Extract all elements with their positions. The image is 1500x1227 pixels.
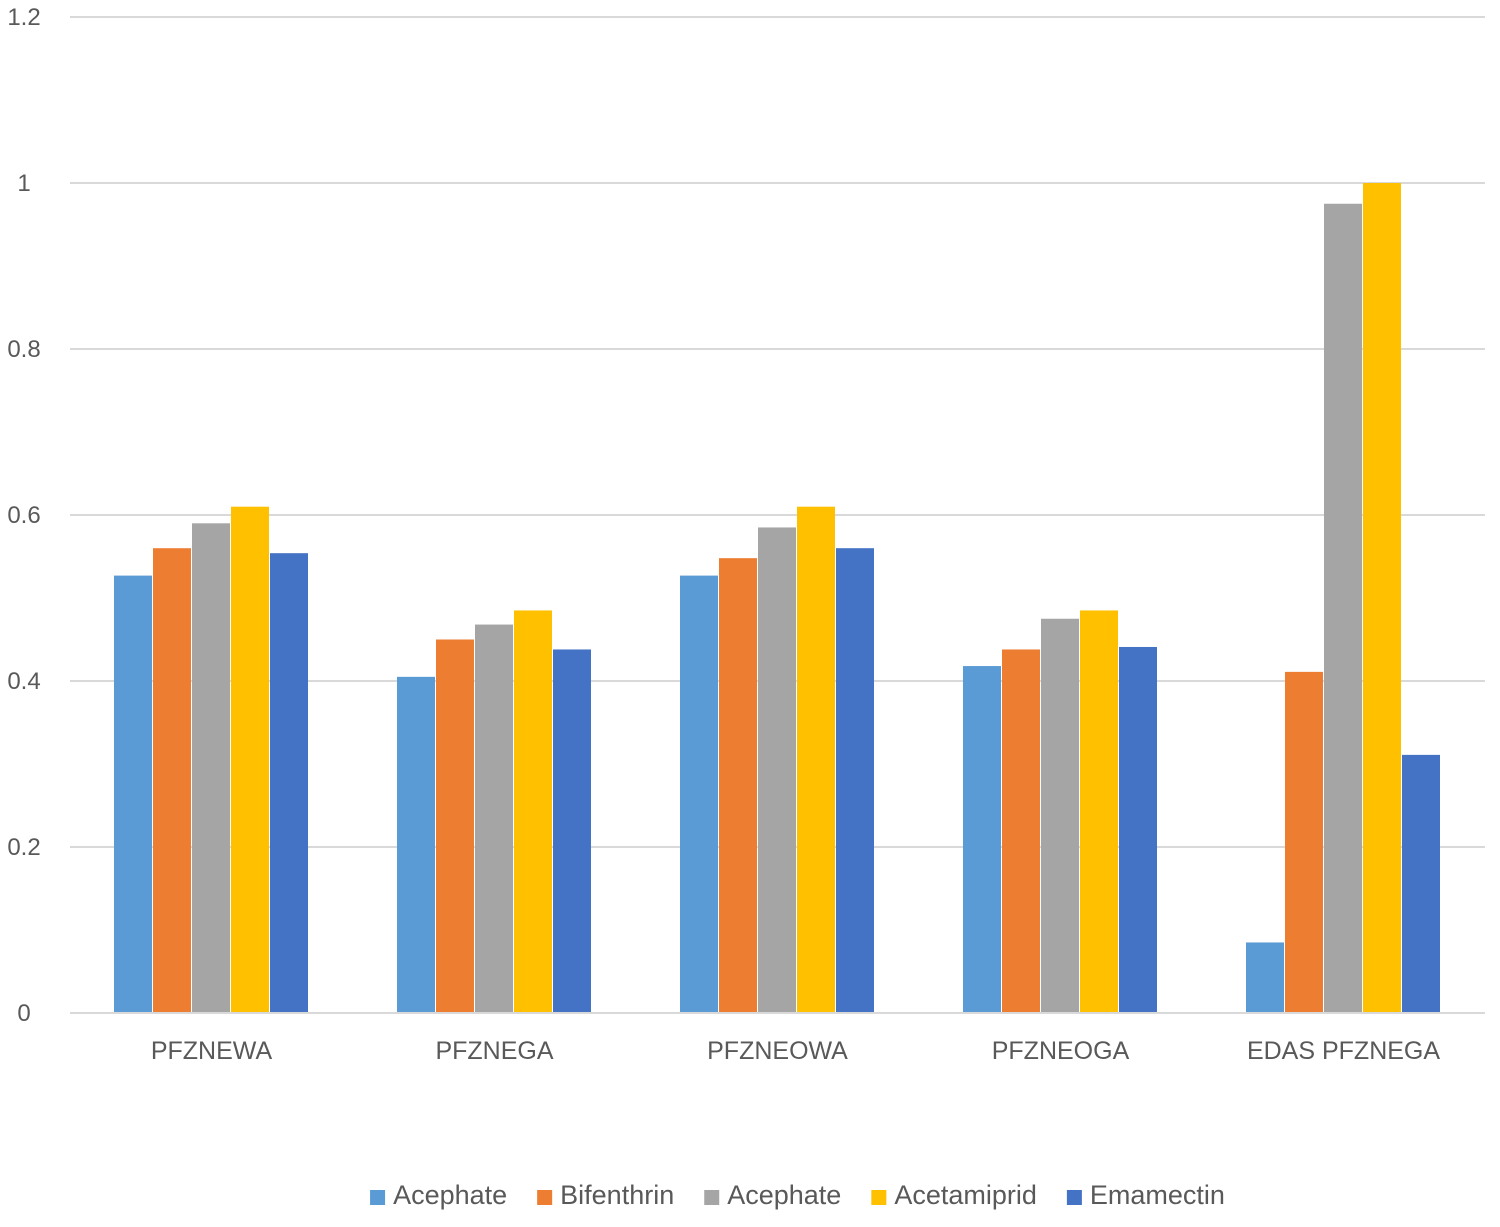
legend-item: Acephate [370, 1180, 507, 1210]
bar-pfznewa-acephate-0 [114, 575, 152, 1013]
bar-pfznewa-acephate-2 [192, 523, 230, 1013]
legend-swatch [1066, 1190, 1082, 1205]
legend-swatch [704, 1190, 720, 1205]
y-tick-label: 1.2 [7, 4, 40, 31]
bar-pfzneowa-acephate-0 [680, 575, 718, 1013]
bar-pfzneoga-emamectin-4 [1119, 646, 1157, 1013]
x-tick-label: PFZNEGA [435, 1037, 553, 1065]
legend-swatch [370, 1190, 386, 1205]
bar-pfzneowa-emamectin-4 [836, 548, 874, 1013]
x-axis-ticks: PFZNEWA PFZNEGA PFZNEOWA PFZNEOGA EDAS PFZNE… [151, 1037, 1441, 1065]
x-tick-label: PFZNEOWA [707, 1037, 848, 1065]
y-tick-label: 0.8 [7, 336, 40, 363]
bar-edas-pfznega-acephate-0 [1246, 942, 1284, 1013]
bars [114, 183, 1440, 1013]
bar-pfzneowa-acetamiprid-3 [797, 506, 835, 1013]
legend-label: Emamectin [1090, 1180, 1225, 1210]
bar-pfznega-acephate-2 [475, 624, 513, 1013]
legend-label: Acetamiprid [894, 1180, 1037, 1210]
legend-swatch [871, 1190, 887, 1205]
bar-pfznewa-bifenthrin-1 [153, 548, 191, 1013]
x-tick-label: PFZNEWA [151, 1037, 273, 1065]
y-tick-label: 0.4 [7, 668, 40, 695]
legend-label: Acephate [393, 1180, 507, 1210]
bar-edas-pfznega-acetamiprid-3 [1363, 183, 1401, 1013]
bar-edas-pfznega-emamectin-4 [1402, 754, 1440, 1013]
legend: Acephate Bifenthrin Acephate Acetamiprid Ema… [370, 1180, 1225, 1210]
bar-pfznega-acetamiprid-3 [514, 610, 552, 1013]
legend-label: Bifenthrin [560, 1180, 674, 1210]
bar-pfzneowa-acephate-2 [758, 527, 796, 1013]
legend-item: Acephate [704, 1180, 841, 1210]
bar-pfznega-emamectin-4 [553, 649, 591, 1013]
bar-pfznega-bifenthrin-1 [436, 639, 474, 1013]
bar-edas-pfznega-acephate-2 [1324, 203, 1362, 1013]
bar-pfznewa-emamectin-4 [270, 553, 308, 1013]
legend-item: Bifenthrin [537, 1180, 674, 1210]
x-tick-label: EDAS PFZNEGA [1247, 1037, 1440, 1065]
y-axis-ticks: 0 0.2 0.4 0.6 0.8 1 1.2 [7, 4, 40, 1027]
bar-pfzneoga-acephate-2 [1041, 618, 1079, 1013]
bar-pfznewa-acetamiprid-3 [231, 506, 269, 1013]
y-tick-label: 0 [17, 1000, 30, 1027]
x-tick-label: PFZNEOGA [992, 1037, 1130, 1065]
legend-swatch [537, 1190, 553, 1205]
y-tick-label: 1 [17, 170, 30, 197]
y-tick-label: 0.6 [7, 502, 40, 529]
bar-pfzneoga-bifenthrin-1 [1002, 649, 1040, 1013]
legend-item: Acetamiprid [871, 1180, 1037, 1210]
bar-pfzneoga-acephate-0 [963, 666, 1001, 1013]
legend-label: Acephate [727, 1180, 841, 1210]
bar-pfzneowa-bifenthrin-1 [719, 558, 757, 1013]
y-tick-label: 0.2 [7, 834, 40, 861]
legend-item: Emamectin [1066, 1180, 1225, 1210]
bar-pfznega-acephate-0 [397, 676, 435, 1013]
bar-pfzneoga-acetamiprid-3 [1080, 610, 1118, 1013]
bar-edas-pfznega-bifenthrin-1 [1285, 671, 1323, 1013]
